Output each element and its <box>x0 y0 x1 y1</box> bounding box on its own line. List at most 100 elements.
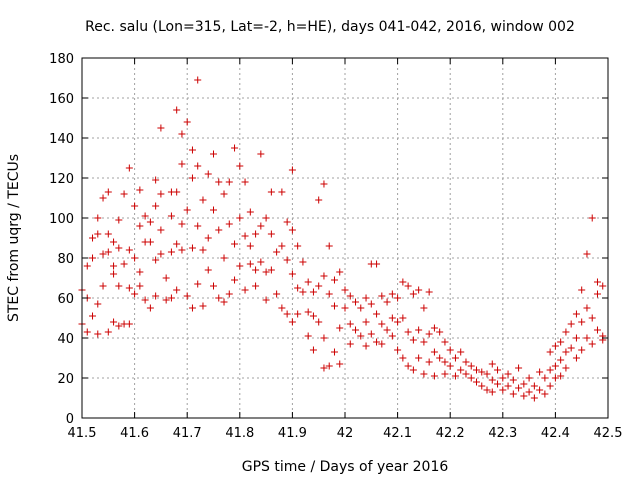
y-tick-label: 100 <box>49 212 74 227</box>
data-point <box>409 336 417 344</box>
data-point <box>173 286 181 294</box>
data-point <box>415 286 423 294</box>
data-point <box>125 284 133 292</box>
data-point <box>146 238 154 246</box>
data-point <box>215 226 223 234</box>
data-point <box>378 320 386 328</box>
data-point <box>110 262 118 270</box>
data-point <box>246 260 254 268</box>
data-point <box>441 370 449 378</box>
data-point <box>173 188 181 196</box>
x-tick-label: 41.5 <box>68 426 97 441</box>
x-tick-label: 42.3 <box>488 426 517 441</box>
data-point <box>257 222 265 230</box>
data-point <box>578 346 586 354</box>
data-point <box>515 384 523 392</box>
data-point <box>341 304 349 312</box>
data-point <box>262 268 270 276</box>
data-point <box>525 374 533 382</box>
data-point <box>404 362 412 370</box>
data-point <box>520 380 528 388</box>
data-point <box>551 362 559 370</box>
data-point <box>188 146 196 154</box>
data-point <box>330 302 338 310</box>
data-point <box>167 212 175 220</box>
data-point <box>210 282 217 290</box>
data-point <box>220 298 228 306</box>
data-point <box>488 388 496 396</box>
data-point <box>378 340 386 348</box>
data-point <box>494 380 502 388</box>
data-point <box>131 254 139 262</box>
data-point <box>367 330 375 338</box>
data-point <box>99 282 107 290</box>
data-point <box>509 390 517 398</box>
data-point <box>225 178 233 186</box>
data-point <box>210 150 217 158</box>
data-point <box>304 332 312 340</box>
data-point <box>157 190 165 198</box>
data-point <box>146 304 154 312</box>
data-point <box>352 326 360 334</box>
data-point <box>593 326 601 334</box>
data-point <box>231 240 239 248</box>
data-point <box>457 366 465 374</box>
data-point <box>567 344 575 352</box>
data-point <box>104 328 112 336</box>
data-point <box>157 124 165 132</box>
data-point <box>94 214 102 222</box>
data-point <box>572 334 580 342</box>
data-point <box>236 162 244 170</box>
data-point <box>152 202 160 210</box>
data-point <box>188 174 196 182</box>
data-point <box>225 290 233 298</box>
data-points <box>78 76 607 402</box>
data-point <box>273 290 281 298</box>
data-point <box>252 266 260 274</box>
data-point <box>357 332 365 340</box>
data-point <box>89 312 97 320</box>
data-point <box>283 218 291 226</box>
data-point <box>462 370 470 378</box>
data-point <box>136 222 144 230</box>
data-point <box>157 250 165 258</box>
data-point <box>136 186 144 194</box>
data-point <box>236 214 244 222</box>
data-point <box>231 144 239 152</box>
data-point <box>515 364 523 372</box>
data-point <box>104 188 112 196</box>
data-point <box>146 218 154 226</box>
data-point <box>89 234 97 242</box>
y-tick-label: 160 <box>49 92 74 107</box>
data-point <box>288 318 296 326</box>
data-point <box>488 376 496 384</box>
data-point <box>89 254 97 262</box>
data-point <box>99 194 107 202</box>
data-point <box>304 308 312 316</box>
data-point <box>494 366 502 374</box>
data-point <box>299 258 307 266</box>
y-tick-label: 20 <box>57 372 74 387</box>
data-point <box>241 178 249 186</box>
data-point <box>399 354 407 362</box>
data-point <box>136 268 144 276</box>
data-point <box>131 202 139 210</box>
data-point <box>373 338 381 346</box>
data-point <box>125 246 133 254</box>
x-tick-label: 42.5 <box>594 426 623 441</box>
data-point <box>530 394 538 402</box>
data-point <box>383 326 391 334</box>
data-point <box>415 326 423 334</box>
data-point <box>478 382 486 390</box>
data-point <box>241 286 249 294</box>
data-point <box>220 190 228 198</box>
data-point <box>194 280 202 288</box>
data-point <box>183 292 191 300</box>
data-point <box>436 354 444 362</box>
data-point <box>399 278 407 286</box>
data-point <box>83 262 91 270</box>
data-point <box>262 296 270 304</box>
data-point <box>425 330 433 338</box>
data-point <box>115 244 123 252</box>
data-point <box>430 348 438 356</box>
